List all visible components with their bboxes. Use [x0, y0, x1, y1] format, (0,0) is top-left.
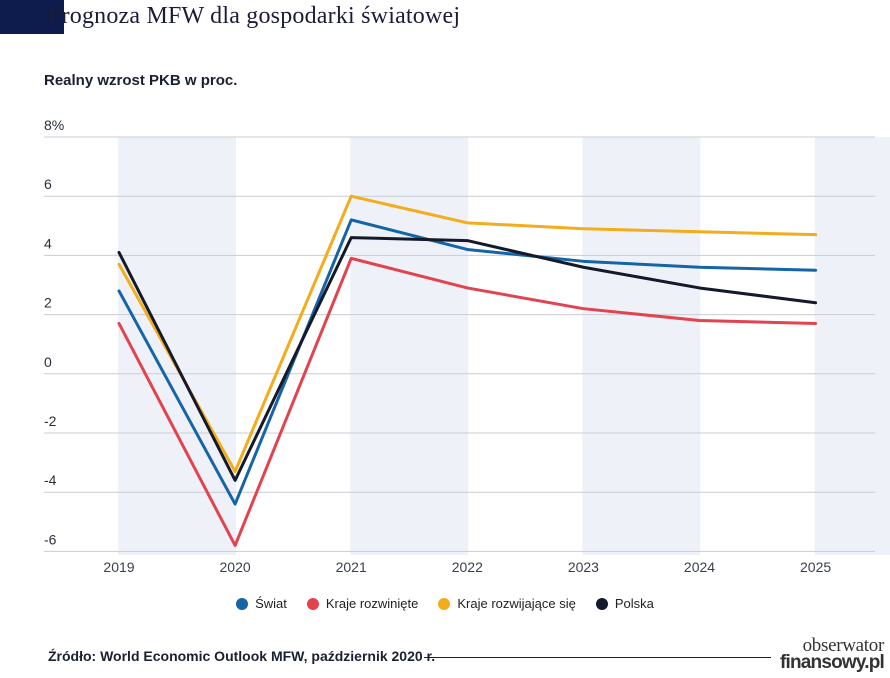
- x-tick-label: 2019: [103, 559, 134, 575]
- series-line-polska: [117, 236, 818, 482]
- series-line-kraje-rozwinięte: [117, 256, 818, 547]
- y-tick-label: 2: [44, 295, 52, 311]
- legend-label: Świat: [255, 596, 287, 611]
- legend-item: Świat: [236, 596, 287, 611]
- x-tick-label: 2024: [684, 559, 715, 575]
- series-line-świat: [117, 218, 818, 506]
- y-tick-label: 6: [44, 176, 52, 192]
- x-tick-label: 2022: [452, 559, 483, 575]
- legend-item: Polska: [595, 596, 654, 611]
- x-tick-label: 2023: [568, 559, 599, 575]
- legend-swatch: [306, 597, 319, 610]
- series-line-kraje-rozwijające-się: [117, 194, 818, 473]
- y-tick-label: -4: [44, 472, 57, 488]
- legend-label: Polska: [614, 596, 654, 611]
- logo-line-2: finansowy.pl: [779, 652, 885, 673]
- title-accent-block: [0, 0, 64, 34]
- y-tick-label: 8%: [44, 117, 64, 133]
- legend-swatch: [595, 597, 608, 610]
- x-tick-label: 2021: [336, 559, 367, 575]
- legend-item: Kraje rozwijające się: [438, 596, 576, 611]
- legend-label: Kraje rozwinięte: [325, 596, 419, 611]
- y-tick-label: -2: [44, 413, 57, 429]
- chart-subtitle: Realny wzrost PKB w proc.: [44, 72, 238, 89]
- page-title: Prognoza MFW dla gospodarki światowej: [48, 3, 461, 29]
- legend-swatch: [438, 597, 451, 610]
- y-tick-label: 0: [44, 354, 52, 370]
- x-tick-label: 2020: [220, 559, 251, 575]
- source-divider: [424, 657, 771, 658]
- y-tick-label: -6: [44, 531, 57, 547]
- year-band: [350, 137, 469, 555]
- publisher-logo: obserwator finansowy.pl: [776, 635, 885, 673]
- y-tick-label: 4: [44, 235, 52, 251]
- source-note: Źródło: World Economic Outlook MFW, paźd…: [48, 648, 436, 664]
- legend-label: Kraje rozwijające się: [457, 596, 576, 611]
- year-band: [814, 137, 890, 555]
- year-band: [118, 137, 236, 555]
- legend-swatch: [236, 597, 249, 610]
- x-tick-label: 2025: [800, 559, 831, 575]
- year-band: [582, 137, 701, 555]
- chart-legend: Świat Kraje rozwinięte Kraje rozwijające s…: [0, 596, 890, 611]
- legend-item: Kraje rozwinięte: [306, 596, 419, 611]
- logo-line-1: obserwator: [802, 635, 885, 656]
